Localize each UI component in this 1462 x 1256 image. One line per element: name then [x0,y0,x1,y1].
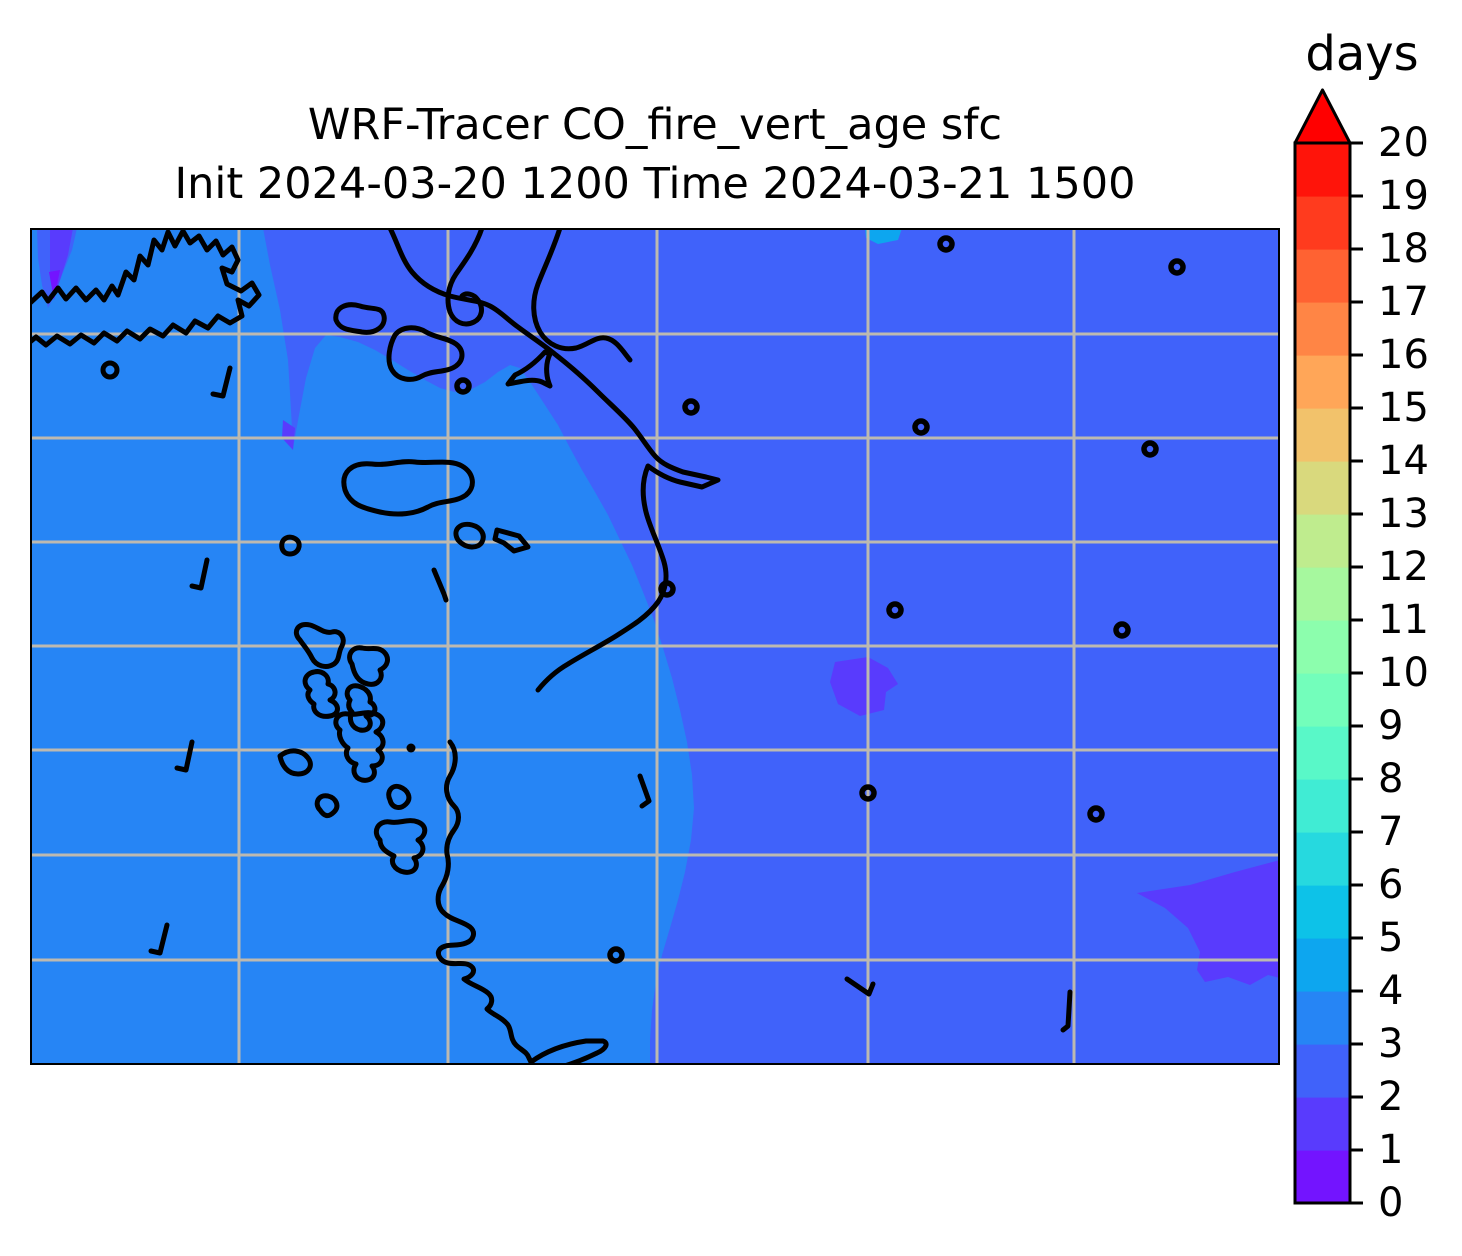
plot-title: WRF-Tracer CO_fire_vert_age sfc Init 202… [30,96,1280,214]
colorbar-segment-8-9 [1295,726,1350,780]
colorbar-tick-label: 5 [1378,915,1403,961]
colorbar-tick-label: 2 [1378,1074,1403,1120]
colorbar-segment-10-11 [1295,620,1350,674]
colorbar-tick-label: 9 [1378,703,1403,749]
colorbar-segment-7-8 [1295,779,1350,833]
station-marker [1113,621,1131,639]
coastline-mid-islets [453,521,531,554]
colorbar-segment-11-12 [1295,567,1350,621]
colorbar-tick-label: 3 [1378,1021,1403,1067]
colorbar-extend-triangle [1293,88,1352,145]
colorbar-tick-label: 17 [1378,279,1429,325]
wind-barb [148,922,170,956]
colorbar-tick-label: 10 [1378,650,1429,696]
contour-region-center-blob-1-2 [830,657,898,716]
contour-region-se-edge-patch-1-2 [1137,860,1280,985]
colorbar-tick-label: 8 [1378,756,1403,802]
wind-barb [210,365,233,399]
colorbar-tick-label: 0 [1378,1180,1403,1226]
colorbar-tick-label: 19 [1378,173,1429,219]
colorbar-segment-19-20 [1295,143,1350,197]
station-marker [937,235,955,253]
colorbar-segment-15-16 [1295,355,1350,409]
colorbar-segment-5-6 [1295,885,1350,939]
coastline-archipelago [277,621,428,875]
station-marker [886,601,904,619]
coastline-west-islet [279,534,302,557]
colorbar-tick-label: 18 [1378,226,1429,272]
colorbar-tick-label: 14 [1378,438,1429,484]
station-marker [1141,440,1159,458]
map-canvas [30,228,1280,1065]
coastline-beak-spit [505,349,553,389]
contour-region-v-lobe-tip-1-2 [282,420,295,450]
colorbar-segment-4-5 [1295,938,1350,992]
station-marker [1087,805,1105,823]
colorbar-segment-0-1 [1295,1150,1350,1204]
colorbar-tick-label: 11 [1378,597,1429,643]
coastline-fjord-channel-b [531,228,633,363]
wind-barb [637,773,652,809]
station-marker [859,784,877,802]
station-marker [1168,258,1186,276]
colorbar-tick-label: 20 [1378,120,1429,166]
colorbar-tick-label: 6 [1378,862,1403,908]
wind-barb [189,557,210,591]
station-marker [682,398,700,416]
colorbar-segment-18-19 [1295,196,1350,250]
coastline-fjord-channel-a [445,228,485,327]
station-marker [454,377,472,395]
coastline-bay-islet-2 [386,325,465,382]
colorbar-title: days [1305,28,1418,82]
coastline-oblong-island [341,459,475,517]
coastline-nw-peninsula [30,228,262,348]
colorbar-segment-14-15 [1295,408,1350,462]
wind-barb [431,567,449,603]
colorbar-tick-label: 1 [1378,1127,1403,1173]
colorbar-tick-label: 13 [1378,491,1429,537]
island-ring [100,360,120,380]
colorbar-segment-9-10 [1295,673,1350,727]
colorbar-tick-label: 12 [1378,544,1429,590]
colorbar-segment-16-17 [1295,302,1350,356]
wind-barb [1060,989,1073,1033]
colorbar-segment-13-14 [1295,461,1350,515]
colorbar-segment-2-3 [1295,1044,1350,1098]
colorbar-tick-label: 15 [1378,385,1429,431]
station-marker [912,418,930,436]
colorbar-tick-label: 7 [1378,809,1403,855]
contour-region-top-patch-4-5 [865,228,902,244]
station-marker [658,580,676,598]
coastline-bottom-spit [528,1038,609,1065]
station-marker [607,946,625,964]
colorbar-segment-17-18 [1295,249,1350,303]
wind-barb [844,976,876,997]
plot-title-line2: Init 2024-03-20 1200 Time 2024-03-21 150… [174,159,1136,209]
colorbar-segment-6-7 [1295,832,1350,886]
island-dot [406,743,416,753]
colorbar-segment-12-13 [1295,514,1350,568]
coastline-south-sound-coast [435,739,536,1065]
contour-region-nw-corner-spot-0-1 [49,270,60,300]
plot-title-line1: WRF-Tracer CO_fire_vert_age sfc [307,100,1003,150]
colorbar-tick-label: 4 [1378,968,1403,1014]
coastline-bay-islet-1 [333,302,387,335]
colorbar-segment-1-2 [1295,1097,1350,1151]
colorbar-segment-3-4 [1295,991,1350,1045]
colorbar-tick-label: 16 [1378,332,1429,378]
wind-barb [174,739,195,773]
